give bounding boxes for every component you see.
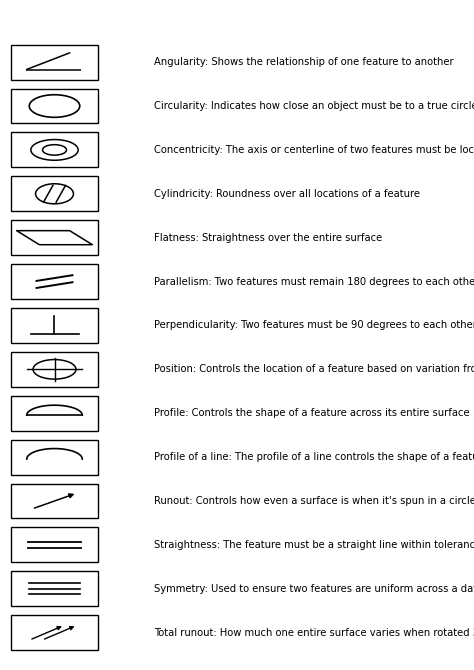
Bar [11,308,99,343]
Text: Total runout: How much one entire surface varies when rotated 360 degrees: Total runout: How much one entire surfac… [154,628,474,638]
Text: Symmetry: Used to ensure two features are uniform across a datum plane: Symmetry: Used to ensure two features ar… [154,584,474,594]
Bar [11,352,99,387]
Text: Flatness: Straightness over the entire surface: Flatness: Straightness over the entire s… [154,232,383,243]
Text: Concentricity: The axis or centerline of two features must be located together: Concentricity: The axis or centerline of… [154,145,474,155]
Bar [11,88,99,123]
Bar [11,572,99,606]
Text: Position: Controls the location of a feature based on variation from basic dimen: Position: Controls the location of a fea… [154,364,474,375]
Bar [11,133,99,168]
Bar [11,45,99,80]
Text: Circularity: Indicates how close an object must be to a true circle: Circularity: Indicates how close an obje… [154,101,474,111]
Bar [11,396,99,431]
Bar [11,440,99,474]
Text: Runout: Controls how even a surface is when it's spun in a circle: Runout: Controls how even a surface is w… [154,496,474,506]
Bar [11,264,99,299]
Bar [11,220,99,255]
Text: Cylindricity: Roundness over all locations of a feature: Cylindricity: Roundness over all locatio… [154,189,420,199]
Text: Perpendicularity: Two features must be 90 degrees to each other: Perpendicularity: Two features must be 9… [154,320,474,330]
Bar [11,176,99,211]
Text: Profile of a line: The profile of a line controls the shape of a feature: Profile of a line: The profile of a line… [154,452,474,462]
Text: Profile: Controls the shape of a feature across its entire surface: Profile: Controls the shape of a feature… [154,408,470,418]
Text: Straightness: The feature must be a straight line within tolerance: Straightness: The feature must be a stra… [154,540,474,550]
Text: Angularity: Shows the relationship of one feature to another: Angularity: Shows the relationship of on… [154,57,454,67]
Bar [11,615,99,650]
Text: Parallelism: Two features must remain 180 degrees to each other: Parallelism: Two features must remain 18… [154,277,474,287]
Bar [11,527,99,562]
Bar [11,484,99,519]
